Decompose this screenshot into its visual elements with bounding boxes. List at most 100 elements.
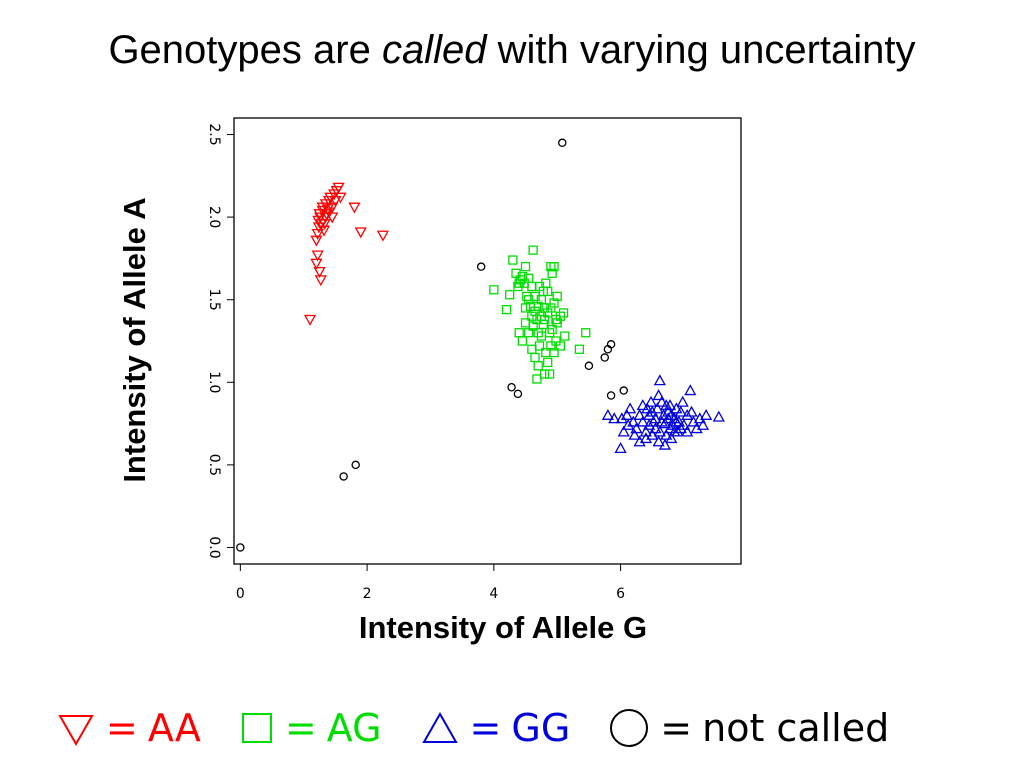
gg-point xyxy=(636,415,649,427)
plot-frame xyxy=(233,117,742,565)
ag-point xyxy=(517,336,528,346)
gg-point xyxy=(665,432,678,444)
gg-point xyxy=(614,442,627,454)
gg-point xyxy=(620,408,634,420)
ag-point xyxy=(543,308,553,318)
title-suffix: with varying uncertainty xyxy=(486,28,916,72)
gg-point xyxy=(660,399,673,411)
legend-item-aa: = AA xyxy=(56,706,201,750)
gg-point xyxy=(641,402,654,414)
aa-point xyxy=(354,227,367,239)
ag-point xyxy=(527,281,537,292)
legend-item-gg: = GG xyxy=(420,706,571,750)
not-called-point xyxy=(619,386,629,395)
gg-point xyxy=(601,408,615,420)
legend-item-not-called: = not called xyxy=(608,706,889,750)
square-icon xyxy=(239,710,275,746)
gg-point xyxy=(700,408,713,420)
gg-point xyxy=(643,408,656,420)
aa-point xyxy=(326,212,339,224)
y-tick-label: 1.0 xyxy=(206,371,222,393)
gg-point xyxy=(681,408,694,420)
x-tick-label: 0 xyxy=(236,586,245,602)
ag-point xyxy=(552,291,562,302)
gg-point xyxy=(670,415,683,427)
ag-point xyxy=(539,314,550,325)
ag-point xyxy=(515,275,526,285)
ag-point xyxy=(543,357,553,368)
ag-point xyxy=(527,311,537,321)
axes: 0 2 4 6 0.0 0.5 1.0 1.5 2.0 2.5 xyxy=(206,123,625,602)
ag-point xyxy=(536,331,547,341)
aa-point xyxy=(318,219,331,231)
legend-label-gg: GG xyxy=(511,706,571,750)
gg-point xyxy=(622,418,635,430)
aa-point xyxy=(320,209,333,221)
legend-label-aa: AA xyxy=(147,706,201,750)
aa-point xyxy=(310,258,323,270)
x-axis-label: Intensity of Allele G xyxy=(358,610,648,645)
gg-point xyxy=(627,415,640,427)
aa-point xyxy=(332,182,345,194)
gg-point xyxy=(685,405,698,417)
gg-point xyxy=(712,410,725,422)
ag-point xyxy=(489,285,499,295)
ag-point xyxy=(549,262,559,272)
triangle-up-icon xyxy=(420,708,460,748)
ag-point xyxy=(517,271,528,282)
gg-point xyxy=(658,438,672,450)
ag-point xyxy=(549,347,559,358)
gg-point xyxy=(657,408,670,420)
gg-point xyxy=(662,412,675,424)
not-called-point xyxy=(351,460,360,470)
gg-point xyxy=(696,418,710,430)
ag-point xyxy=(555,341,566,351)
ag-point xyxy=(533,361,543,371)
gg-point xyxy=(639,425,653,437)
gg-point xyxy=(652,389,665,401)
ag-point xyxy=(547,268,557,278)
x-tick-label: 6 xyxy=(616,586,625,602)
legend: = AA = AG = GG = not called xyxy=(56,698,889,758)
not-called-point xyxy=(558,138,567,148)
not-called-point xyxy=(606,391,616,400)
aa-point xyxy=(311,250,324,262)
ag-point xyxy=(581,328,591,338)
legend-equals: = xyxy=(106,706,138,750)
legend-equals: = xyxy=(660,706,693,750)
ag-point xyxy=(546,341,556,351)
not-called-point xyxy=(606,340,616,349)
gg-point xyxy=(676,395,689,407)
gg-point xyxy=(652,435,665,447)
y-tick-label: 2.5 xyxy=(206,123,222,145)
not-called-point xyxy=(513,389,523,399)
gg-point xyxy=(655,395,668,407)
gg-point xyxy=(653,425,666,437)
ag-point xyxy=(513,281,523,292)
triangle-down-icon xyxy=(56,708,96,748)
y-tick-label: 2.0 xyxy=(206,206,222,228)
gg-point xyxy=(684,384,697,396)
ag-point xyxy=(514,328,524,338)
ag-point xyxy=(522,291,532,302)
aa-point xyxy=(376,230,390,242)
ag-point xyxy=(547,324,557,335)
ag-point xyxy=(530,352,540,363)
ag-point xyxy=(532,374,542,384)
ag-point xyxy=(538,319,548,330)
ag-point xyxy=(544,369,555,379)
gg-point xyxy=(633,408,646,420)
legend-label-not-called: not called xyxy=(702,706,890,750)
slide-title: Genotypes are called with varying uncert… xyxy=(0,28,1024,73)
aa-point xyxy=(303,314,317,326)
gg-point xyxy=(663,422,677,434)
gg-point xyxy=(649,422,662,434)
gg-point xyxy=(681,425,694,437)
ag-point xyxy=(527,344,537,354)
ag-point xyxy=(505,290,515,300)
legend-equals: = xyxy=(284,706,317,750)
not-called-point xyxy=(476,262,486,271)
not-called-point xyxy=(339,472,348,481)
ag-point xyxy=(539,369,550,379)
